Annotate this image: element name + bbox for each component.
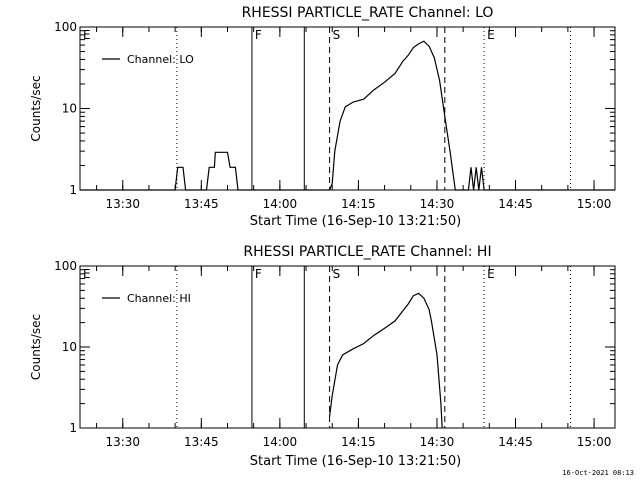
panel-1-y-tick-label: 100 xyxy=(54,20,77,34)
panel-2-x-tick-label: 13:30 xyxy=(105,435,140,449)
panel-1-x-tick-label: 14:45 xyxy=(498,197,533,211)
panel-2-x-axis-label: Start Time (16-Sep-10 13:21:50) xyxy=(250,454,461,469)
panel-1-x-axis-label: Start Time (16-Sep-10 13:21:50) xyxy=(250,214,461,229)
panel-1-title: RHESSI PARTICLE_RATE Channel: LO xyxy=(242,5,494,21)
panel-2-x-tick-label: 14:15 xyxy=(341,435,376,449)
panel-1-marker-label: E xyxy=(487,28,495,42)
panel-2-x-tick-label: 14:30 xyxy=(420,435,455,449)
panel-2-marker-label: E xyxy=(83,267,91,281)
panel-1-x-tick-label: 14:15 xyxy=(341,197,376,211)
panel-2-x-tick-label: 14:00 xyxy=(263,435,298,449)
panel-1-y-tick-label: 1 xyxy=(69,183,77,197)
panel-1-series-line-1 xyxy=(80,40,615,191)
plot-timestamp: 16-Oct-2021 08:13 xyxy=(562,469,634,477)
panel-1-x-tick-label: 14:00 xyxy=(263,197,298,211)
panel-1-marker-label: F xyxy=(255,28,262,42)
panel-2-marker-label: F xyxy=(255,267,262,281)
panel-2-legend-label: Channel: HI xyxy=(127,292,191,305)
panel-1-marker-label: S xyxy=(333,28,341,42)
panel-2-x-tick-label: 14:45 xyxy=(498,435,533,449)
panel-2-title: RHESSI PARTICLE_RATE Channel: HI xyxy=(243,244,491,260)
panel-2-x-tick-label: 13:45 xyxy=(184,435,219,449)
panel-1-x-tick-label: 15:00 xyxy=(577,197,612,211)
panel-2-x-tick-label: 15:00 xyxy=(577,435,612,449)
panel-2-marker-label: E xyxy=(487,267,495,281)
panel-1-x-tick-label: 13:30 xyxy=(105,197,140,211)
panel-2-y-tick-label: 1 xyxy=(69,421,77,435)
panel-1-x-tick-label: 14:30 xyxy=(420,197,455,211)
panel-1-plot-frame xyxy=(79,26,616,191)
panel-1-y-tick-label: 10 xyxy=(62,102,77,116)
panel-1-marker-label: E xyxy=(83,28,91,42)
panel-2-y-tick-label: 100 xyxy=(54,259,77,273)
panel-2-y-axis-label: Counts/sec xyxy=(29,314,43,380)
panel-1-y-axis-label: Counts/sec xyxy=(29,75,43,141)
panel-2-y-tick-label: 10 xyxy=(62,340,77,354)
panel-2-marker-label: S xyxy=(333,267,341,281)
panel-2-plot-frame xyxy=(79,265,616,429)
panel-2-series-line-1 xyxy=(329,292,443,429)
panel-1-legend-label: Channel: LO xyxy=(127,53,194,66)
panel-1-x-tick-label: 13:45 xyxy=(184,197,219,211)
